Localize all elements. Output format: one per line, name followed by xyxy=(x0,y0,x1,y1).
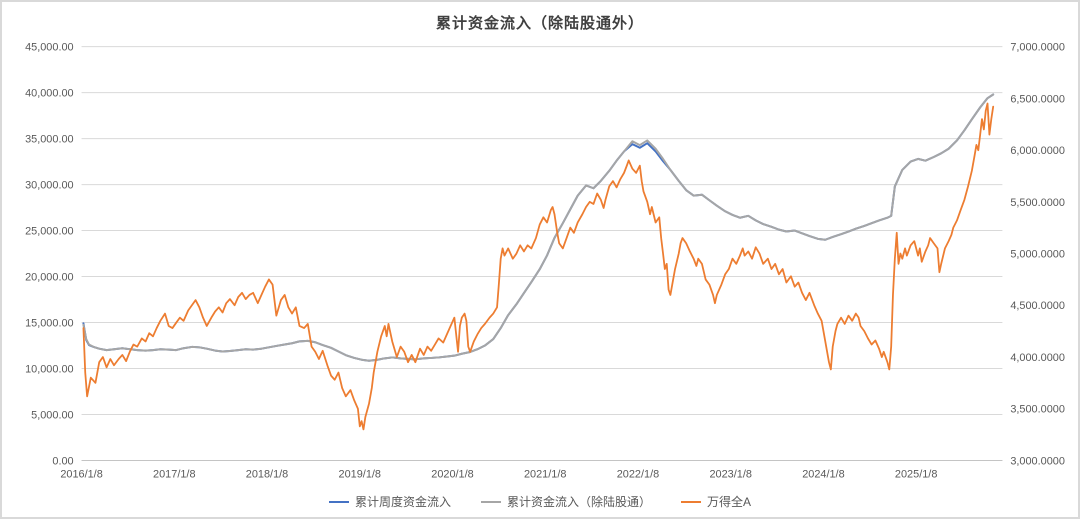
chart-title: 累计资金流入（除陆股通外） xyxy=(435,15,644,32)
x-axis-tick-label: 2018/1/8 xyxy=(246,468,288,480)
x-axis-tick-label: 2025/1/8 xyxy=(895,468,937,480)
x-axis-tick-label: 2023/1/8 xyxy=(709,468,751,480)
wind-all-a-line xyxy=(82,102,995,431)
left-axis-tick-label: 20,000.00 xyxy=(25,272,74,284)
left-axis-tick-label: 0.00 xyxy=(52,455,73,467)
right-axis-tick-label: 3,500.0000 xyxy=(1010,404,1065,416)
x-axis-tick-label: 2016/1/8 xyxy=(60,468,102,480)
legend-item-cumulative-inflow-ex-connect[interactable]: 累计资金流入（除陆股通） xyxy=(480,493,651,510)
right-axis-tick-label: 7,000.0000 xyxy=(1010,42,1065,54)
cumulative-inflow-ex-connect-line xyxy=(82,93,995,362)
x-axis-tick-label: 2017/1/8 xyxy=(153,468,195,480)
left-axis-tick-label: 15,000.00 xyxy=(25,317,74,329)
left-axis-tick-label: 45,000.00 xyxy=(25,42,74,54)
left-axis-tick-label: 35,000.00 xyxy=(25,134,74,146)
cumulative-inflow-ex-connect-legend-marker-icon xyxy=(480,500,501,503)
x-axis-tick-label: 2021/1/8 xyxy=(524,468,566,480)
x-axis-tick-label: 2019/1/8 xyxy=(339,468,381,480)
left-axis-tick-label: 25,000.00 xyxy=(25,226,74,238)
right-axis-tick-label: 4,500.0000 xyxy=(1010,300,1065,312)
wind-all-a-legend-marker-icon xyxy=(681,500,701,503)
right-axis-tick-label: 3,000.0000 xyxy=(1010,455,1065,467)
legend-item-wind-all-a[interactable]: 万得全A xyxy=(681,493,751,510)
legend-item-weekly-inflow[interactable]: 累计周度资金流入 xyxy=(328,493,451,510)
right-axis-tick-label: 4,000.0000 xyxy=(1010,352,1065,364)
weekly-inflow-legend-marker-icon xyxy=(328,500,349,503)
right-axis-tick-label: 5,000.0000 xyxy=(1010,249,1065,261)
left-axis-tick-label: 5,000.00 xyxy=(31,409,73,421)
left-axis-tick-label: 40,000.00 xyxy=(25,88,74,100)
legend-label: 累计资金流入（除陆股通） xyxy=(506,495,651,509)
x-axis-tick-label: 2024/1/8 xyxy=(802,468,844,480)
x-axis-tick-label: 2020/1/8 xyxy=(431,468,473,480)
x-axis-tick-label: 2022/1/8 xyxy=(617,468,659,480)
chart-legend: 累计周度资金流入 累计资金流入（除陆股通） 万得全A xyxy=(2,493,1078,510)
right-axis-tick-label: 5,500.0000 xyxy=(1010,197,1065,209)
right-axis-tick-label: 6,000.0000 xyxy=(1010,145,1065,157)
left-axis-tick-label: 30,000.00 xyxy=(25,180,74,192)
legend-label: 万得全A xyxy=(707,495,752,509)
legend-label: 累计周度资金流入 xyxy=(354,495,451,509)
right-axis-tick-label: 6,500.0000 xyxy=(1010,93,1065,105)
left-axis-tick-label: 10,000.00 xyxy=(25,363,74,375)
